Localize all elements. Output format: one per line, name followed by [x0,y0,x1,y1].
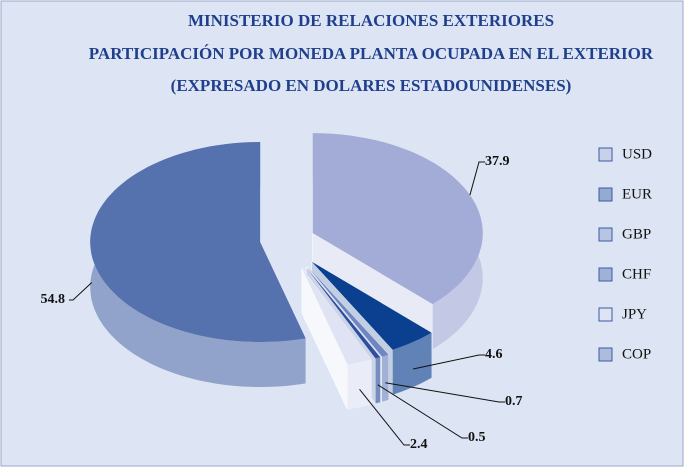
legend-label: GBP [622,226,651,242]
data-label: 4.6 [485,347,503,362]
legend-label: EUR [622,186,652,202]
legend-label: USD [622,146,652,162]
slice [307,266,389,357]
leader-line [469,161,485,196]
legend-label: JPY [622,306,647,322]
legend-swatch [598,147,613,162]
leader-line [359,389,410,446]
legend-swatch [598,187,613,202]
chart-title: MINISTERIO DE RELACIONES EXTERIORES [188,11,554,30]
data-label: 0.5 [468,430,486,445]
leader-line [69,282,93,301]
data-label: 0.7 [505,394,523,409]
chart-title: PARTICIPACIÓN POR MONEDA PLANTA OCUPADA … [89,44,654,63]
slice-wall [392,332,432,395]
slice-wall [375,357,381,404]
legend-label: COP [622,346,651,362]
leader-line [385,382,505,403]
legend-swatch [598,267,613,282]
chart-title: (EXPRESADO EN DOLARES ESTADOUNIDENSES) [171,76,572,95]
legend-swatch [598,227,613,242]
slice [301,268,372,365]
slice-wall [382,354,389,402]
slice [311,261,432,350]
legend-swatch [598,347,613,362]
legend-label: CHF [622,266,651,282]
slice [306,267,381,359]
slice [312,133,483,305]
slice [90,142,306,342]
leader-line [412,354,485,370]
leader-line [377,384,468,439]
slice-wall [347,359,372,410]
data-label: 2.4 [410,437,428,452]
legend-swatch [598,307,613,322]
data-label: 37.9 [485,154,510,169]
data-label: 54.8 [41,292,66,307]
